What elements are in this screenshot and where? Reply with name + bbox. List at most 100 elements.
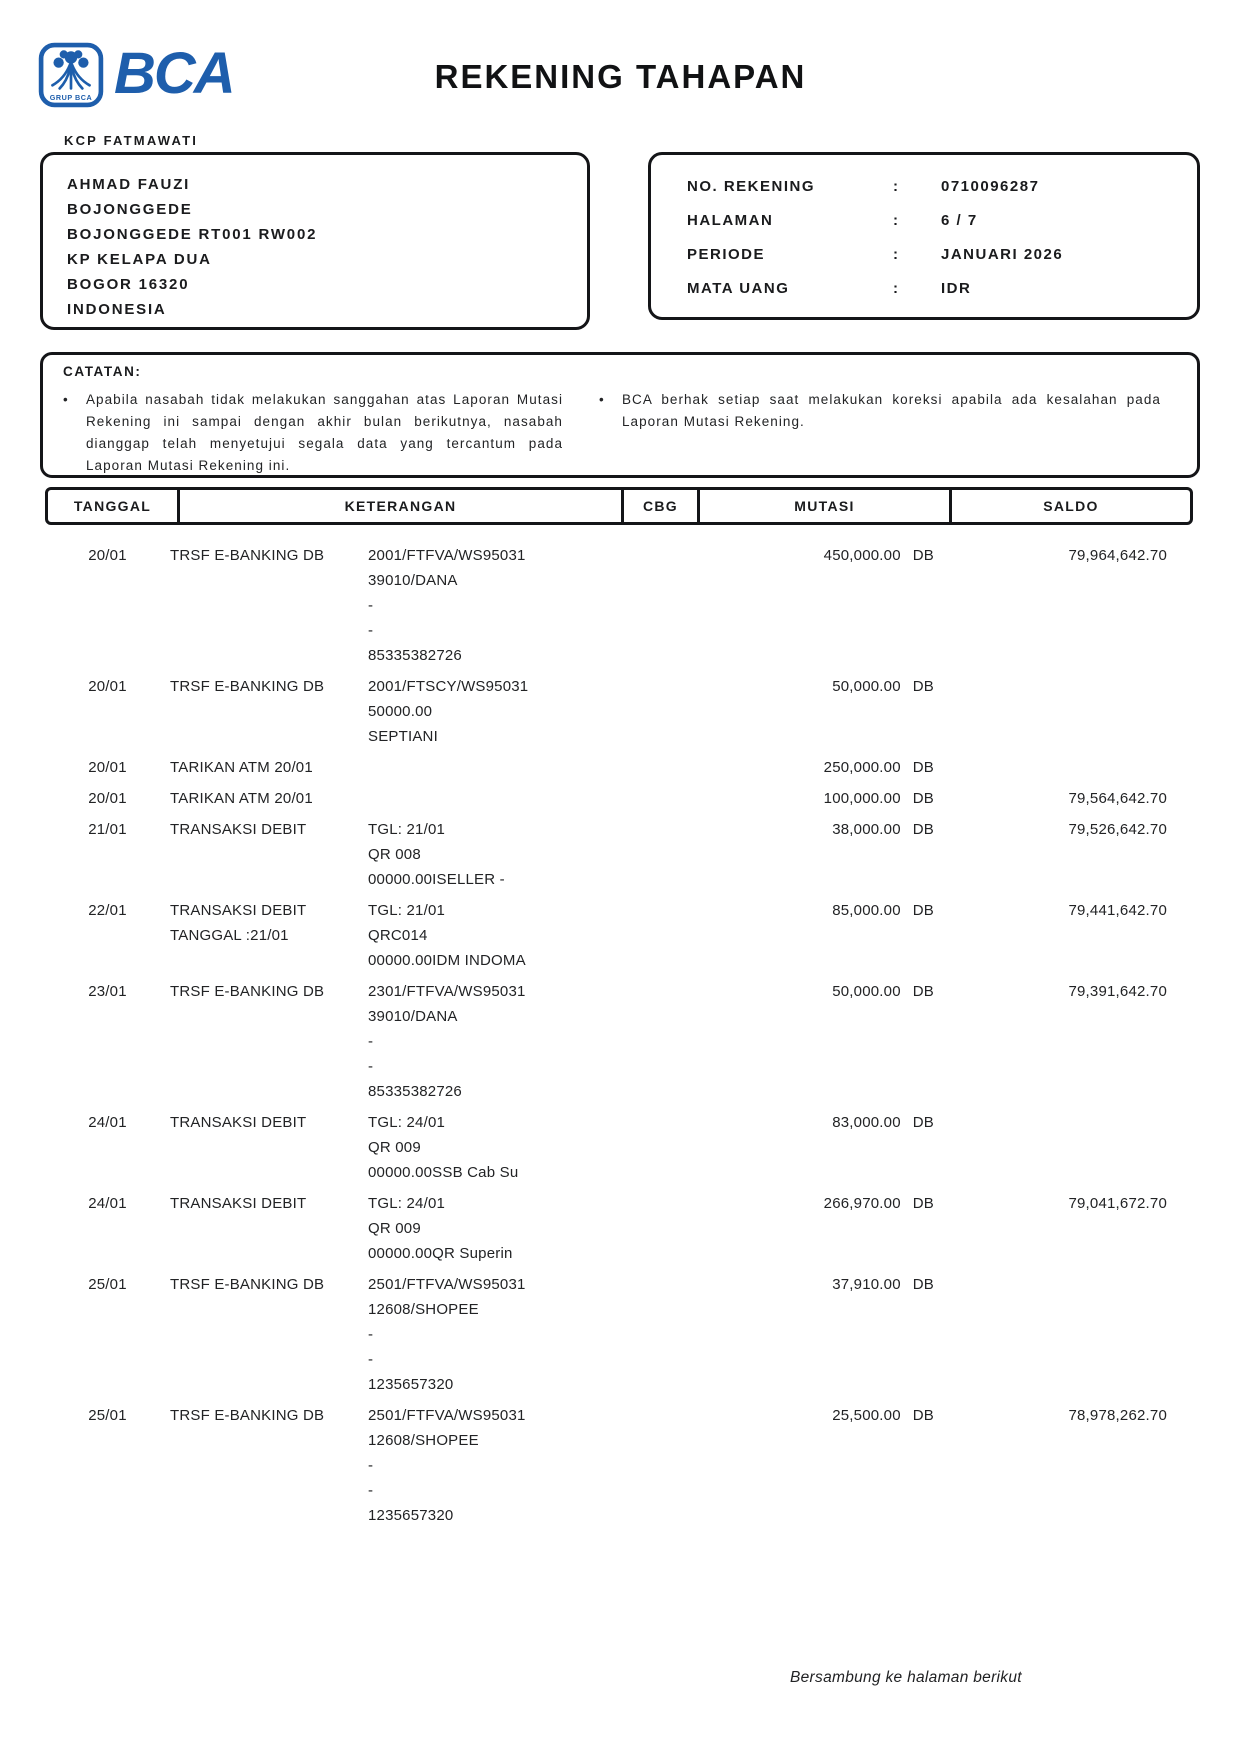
mutasi-dbcr: DB	[912, 759, 934, 776]
account-row: MATA UANG : IDR	[687, 272, 1197, 306]
cell-label: TARIKAN ATM 20/01	[170, 755, 368, 780]
keterangan-label-line: TRSF E-BANKING DB	[170, 1407, 325, 1424]
cell-mutasi: 50,000.00 DB	[700, 674, 952, 749]
note-bullet: • Apabila nasabah tidak melakukan sangga…	[63, 389, 563, 477]
cell-detail: TGL: 21/01 QR 008 00000.00ISELLER -	[368, 817, 624, 892]
note-bullet: • BCA berhak setiap saat melakukan korek…	[599, 389, 1161, 477]
column-header-saldo: SALDO	[1043, 498, 1099, 514]
cell-detail: 2001/FTFVA/WS95031 39010/DANA - - 8533538272…	[368, 543, 624, 668]
cell-tanggal: 20/01	[88, 547, 127, 564]
bca-logo-icon: GRUP BCA	[38, 42, 104, 113]
cell-mutasi: 83,000.00 DB	[700, 1110, 952, 1185]
account-row: HALAMAN : 6 / 7	[687, 204, 1197, 238]
keterangan-label-line: TRSF E-BANKING DB	[170, 983, 325, 1000]
cell-cbg	[624, 543, 700, 668]
keterangan-detail-line: 2301/FTFVA/WS95031	[368, 983, 526, 1000]
mutasi-amount: 25,500.00	[832, 1407, 901, 1424]
keterangan-detail-line: 2501/FTFVA/WS95031	[368, 1276, 526, 1293]
account-colon: :	[893, 178, 900, 195]
account-info-box: NO. REKENING : 0710096287 HALAMAN : 6 / …	[648, 152, 1200, 320]
logo-subtext: GRUP BCA	[50, 93, 93, 102]
keterangan-label-line: TRANSAKSI DEBIT	[170, 821, 307, 838]
cell-mutasi: 25,500.00 DB	[700, 1403, 952, 1528]
account-label: NO. REKENING	[687, 178, 816, 195]
cell-tanggal: 20/01	[88, 678, 127, 695]
address-line: BOJONGGEDE	[67, 201, 193, 218]
cell-cbg	[624, 674, 700, 749]
keterangan-detail-line: 2501/FTFVA/WS95031	[368, 1407, 526, 1424]
notes-columns: • Apabila nasabah tidak melakukan sangga…	[63, 389, 1177, 477]
column-header-mutasi: MUTASI	[700, 490, 952, 522]
cell-saldo	[952, 674, 1193, 749]
table-row: 20/01 TARIKAN ATM 20/01 100,000.00 DB 79,…	[45, 786, 1193, 811]
keterangan-detail-line: 00000.00ISELLER -	[368, 871, 505, 888]
keterangan-detail-line: -	[368, 622, 374, 639]
keterangan-detail-line: TGL: 24/01	[368, 1114, 446, 1131]
keterangan-detail-line: -	[368, 1351, 374, 1368]
mutasi-amount: 100,000.00	[823, 790, 901, 807]
cell-detail	[368, 786, 624, 811]
statement-period: JANUARI 2026	[941, 246, 1064, 263]
keterangan-detail-line: QR 009	[368, 1139, 421, 1156]
column-header-cbg: CBG	[624, 490, 700, 522]
cell-tanggal: 21/01	[88, 821, 127, 838]
cell-tanggal: 25/01	[88, 1407, 127, 1424]
account-colon: :	[893, 212, 900, 229]
table-row: 20/01 TRSF E-BANKING DB 2001/FTFVA/WS950…	[45, 543, 1193, 668]
cell-saldo: 79,526,642.70	[1068, 821, 1167, 838]
transactions-table-header: TANGGAL KETERANGAN CBG MUTASI SALDO	[45, 487, 1193, 525]
mutasi-amount: 85,000.00	[832, 902, 901, 919]
keterangan-detail-line: -	[368, 1326, 374, 1343]
cell-tanggal: 22/01	[88, 902, 127, 919]
cell-cbg	[624, 786, 700, 811]
cell-cbg	[624, 898, 700, 973]
cell-label: TRSF E-BANKING DB	[170, 1272, 368, 1397]
address-line: INDONESIA	[67, 301, 167, 318]
keterangan-detail-line: TGL: 21/01	[368, 902, 446, 919]
cell-label: TRANSAKSI DEBIT TANGGAL :21/01	[170, 898, 368, 973]
table-row: 24/01 TRANSAKSI DEBIT TGL: 24/01 QR 009 00…	[45, 1191, 1193, 1266]
cell-saldo: 78,978,262.70	[1068, 1407, 1167, 1424]
mutasi-dbcr: DB	[912, 1407, 934, 1424]
cell-tanggal: 25/01	[88, 1276, 127, 1293]
keterangan-detail-line: QR 009	[368, 1220, 421, 1237]
cell-label: TRSF E-BANKING DB	[170, 674, 368, 749]
keterangan-detail-line: -	[368, 1058, 374, 1075]
keterangan-detail-line: 2001/FTFVA/WS95031	[368, 547, 526, 564]
table-row: 23/01 TRSF E-BANKING DB 2301/FTFVA/WS950…	[45, 979, 1193, 1104]
keterangan-label-line: TRSF E-BANKING DB	[170, 678, 325, 695]
cell-mutasi: 266,970.00 DB	[700, 1191, 952, 1266]
cell-cbg	[624, 1272, 700, 1397]
cell-detail: TGL: 21/01 QRC014 00000.00IDM INDOMA	[368, 898, 624, 973]
cell-detail	[368, 755, 624, 780]
notes-box: CATATAN: • Apabila nasabah tidak melakuk…	[40, 352, 1200, 478]
keterangan-detail-line: 00000.00SSB Cab Su	[368, 1164, 519, 1181]
mutasi-dbcr: DB	[912, 1114, 934, 1131]
account-number: 0710096287	[941, 178, 1040, 195]
mutasi-amount: 266,970.00	[823, 1195, 901, 1212]
cell-tanggal: 24/01	[88, 1114, 127, 1131]
table-body: 20/01 TRSF E-BANKING DB 2001/FTFVA/WS950…	[45, 543, 1193, 1534]
cell-cbg	[624, 1110, 700, 1185]
mutasi-dbcr: DB	[912, 821, 934, 838]
table-row: 21/01 TRANSAKSI DEBIT TGL: 21/01 QR 008 00…	[45, 817, 1193, 892]
branch-name: KCP FATMAWATI	[64, 133, 199, 148]
cell-tanggal: 23/01	[88, 983, 127, 1000]
customer-name: AHMAD FAUZI	[67, 176, 191, 193]
table-row: 20/01 TARIKAN ATM 20/01 250,000.00 DB	[45, 755, 1193, 780]
mutasi-dbcr: DB	[912, 547, 934, 564]
mutasi-amount: 450,000.00	[823, 547, 901, 564]
cell-cbg	[624, 1191, 700, 1266]
cell-saldo	[952, 1272, 1193, 1397]
cell-saldo: 79,441,642.70	[1068, 902, 1167, 919]
keterangan-label-line: TARIKAN ATM 20/01	[170, 790, 313, 807]
table-row: 25/01 TRSF E-BANKING DB 2501/FTFVA/WS950…	[45, 1403, 1193, 1528]
keterangan-label-line: TRANSAKSI DEBIT	[170, 902, 307, 919]
keterangan-detail-line: 50000.00	[368, 703, 433, 720]
keterangan-detail-line: QRC014	[368, 927, 428, 944]
cell-detail: TGL: 24/01 QR 009 00000.00SSB Cab Su	[368, 1110, 624, 1185]
cell-saldo: 79,564,642.70	[1068, 790, 1167, 807]
keterangan-detail-line: 39010/DANA	[368, 572, 458, 589]
cell-tanggal: 20/01	[88, 759, 127, 776]
bullet-dot: •	[63, 392, 69, 407]
